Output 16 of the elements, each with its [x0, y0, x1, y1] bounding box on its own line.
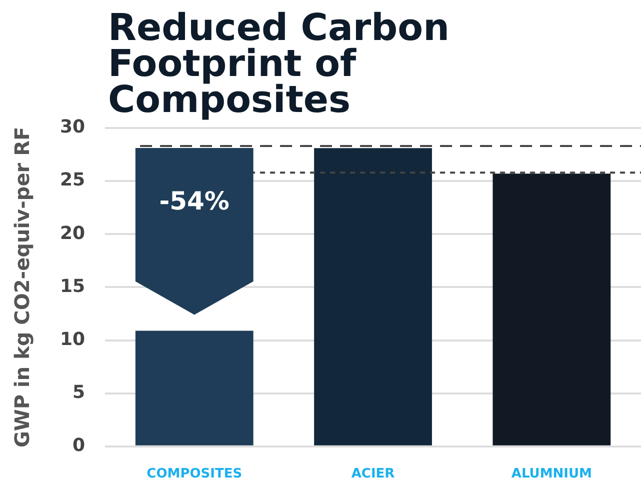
y-tick-label: 25 [60, 170, 86, 191]
bar [492, 174, 611, 446]
y-tick-label: 10 [60, 328, 86, 350]
x-tick-label: ALUMNIUM [511, 466, 592, 482]
bar [135, 330, 254, 446]
bar [314, 148, 432, 446]
x-tick-label: COMPOSITES [146, 466, 242, 482]
y-tick-label: 0 [72, 435, 86, 456]
chart-title: Reduced Carbon Footprint of Composites [108, 6, 450, 121]
annotation: -54% [159, 186, 230, 216]
x-tick-label: ACIER [351, 466, 395, 482]
y-tick-label: 20 [60, 222, 86, 244]
y-tick-label: 30 [60, 116, 86, 138]
y-tick-label: 5 [72, 382, 86, 404]
y-tick-label: 15 [60, 276, 86, 297]
y-axis-title: GWP in kg CO2-equiv-per RF [10, 126, 34, 448]
